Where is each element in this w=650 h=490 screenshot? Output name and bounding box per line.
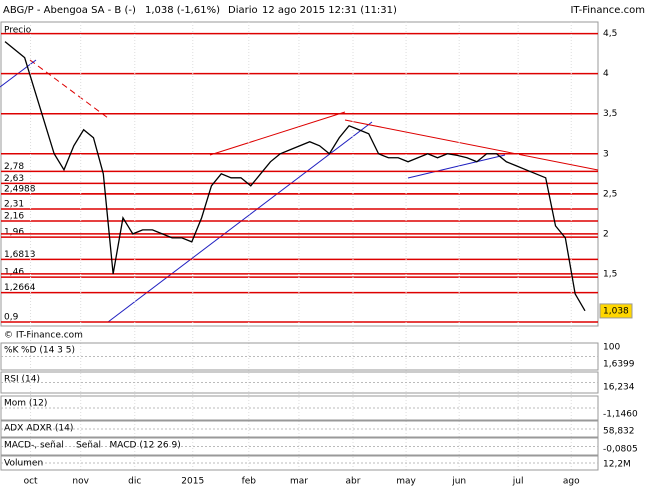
x-tick-label: 2015 bbox=[181, 477, 204, 487]
indicator-value: -0,0805 bbox=[603, 445, 638, 455]
indicator-label: Volumen bbox=[4, 459, 43, 469]
indicator-top: 100 bbox=[603, 343, 620, 353]
y-tick-label: 2,5 bbox=[603, 189, 617, 199]
level-label: 1,46 bbox=[4, 268, 24, 278]
y-tick-label: 2 bbox=[603, 229, 609, 239]
indicator-label: %K bbox=[4, 346, 20, 356]
trend-line bbox=[29, 59, 109, 119]
header-site: IT-Finance.com bbox=[570, 5, 645, 16]
x-tick-label: ago bbox=[563, 477, 580, 487]
last-price-box bbox=[599, 303, 633, 319]
trend-line bbox=[209, 111, 346, 156]
indicator-value: 58,832 bbox=[603, 427, 635, 437]
x-tick-label: may bbox=[396, 477, 416, 487]
indicator-detail: ADXR (14) bbox=[27, 424, 74, 434]
indicator-extra: MACD (12 26 9) bbox=[110, 441, 181, 451]
indicator-label: Mom (12) bbox=[4, 399, 47, 409]
level-label: 0,9 bbox=[4, 312, 19, 322]
x-tick-label: jul bbox=[512, 477, 524, 487]
y-tick-label: 3,5 bbox=[603, 109, 617, 119]
indicator-value: -1,1460 bbox=[603, 410, 638, 420]
y-tick-label: 4 bbox=[603, 69, 609, 79]
header-period: Diario bbox=[228, 5, 258, 16]
indicator-value: 16,234 bbox=[603, 383, 635, 393]
footer: © IT-Finance.com bbox=[4, 331, 83, 341]
last-price-label: 1,038 bbox=[603, 306, 629, 316]
panel-title: Precio bbox=[4, 26, 32, 36]
header-date: 12 ago 2015 12:31 (11:31) bbox=[262, 5, 397, 16]
level-label: 2,31 bbox=[4, 200, 24, 210]
x-tick-label: mar bbox=[290, 477, 308, 487]
level-label: 1,96 bbox=[4, 228, 24, 238]
level-label: 1,2664 bbox=[4, 283, 36, 293]
x-tick-label: jun bbox=[451, 477, 466, 487]
indicator-detail: Señal bbox=[76, 441, 101, 451]
x-tick-label: dic bbox=[128, 477, 141, 487]
y-tick-label: 4,5 bbox=[603, 29, 617, 39]
level-label: 2,63 bbox=[4, 174, 24, 184]
price-panel bbox=[0, 21, 599, 327]
header-title: ABG/P - Abengoa SA - B (-) bbox=[3, 5, 136, 16]
y-tick-label: 3 bbox=[603, 149, 609, 159]
indicator-detail: %D (14 3 5) bbox=[21, 346, 75, 356]
x-tick-label: nov bbox=[72, 477, 89, 487]
level-label: 2,16 bbox=[4, 212, 24, 222]
trend-line bbox=[107, 121, 373, 323]
trend-line bbox=[344, 119, 599, 171]
indicator-label: RSI (14) bbox=[4, 375, 40, 385]
x-tick-label: abr bbox=[346, 477, 361, 487]
header-quote: 1,038 (-1,61%) bbox=[145, 5, 220, 16]
price-line bbox=[4, 41, 586, 312]
x-tick-label: feb bbox=[242, 477, 257, 487]
indicator-label: ADX bbox=[4, 424, 23, 434]
level-label: 1,6813 bbox=[4, 250, 36, 260]
level-label: 2,4988 bbox=[4, 184, 36, 194]
y-tick-label: 1,5 bbox=[603, 269, 617, 279]
indicator-value: 1,6399 bbox=[603, 360, 635, 370]
indicator-value: 12,2M bbox=[603, 460, 631, 470]
trend-line bbox=[407, 154, 506, 179]
x-tick-label: oct bbox=[24, 477, 38, 487]
level-label: 2,78 bbox=[4, 162, 24, 172]
indicator-label: MACD-, señal bbox=[4, 441, 64, 451]
